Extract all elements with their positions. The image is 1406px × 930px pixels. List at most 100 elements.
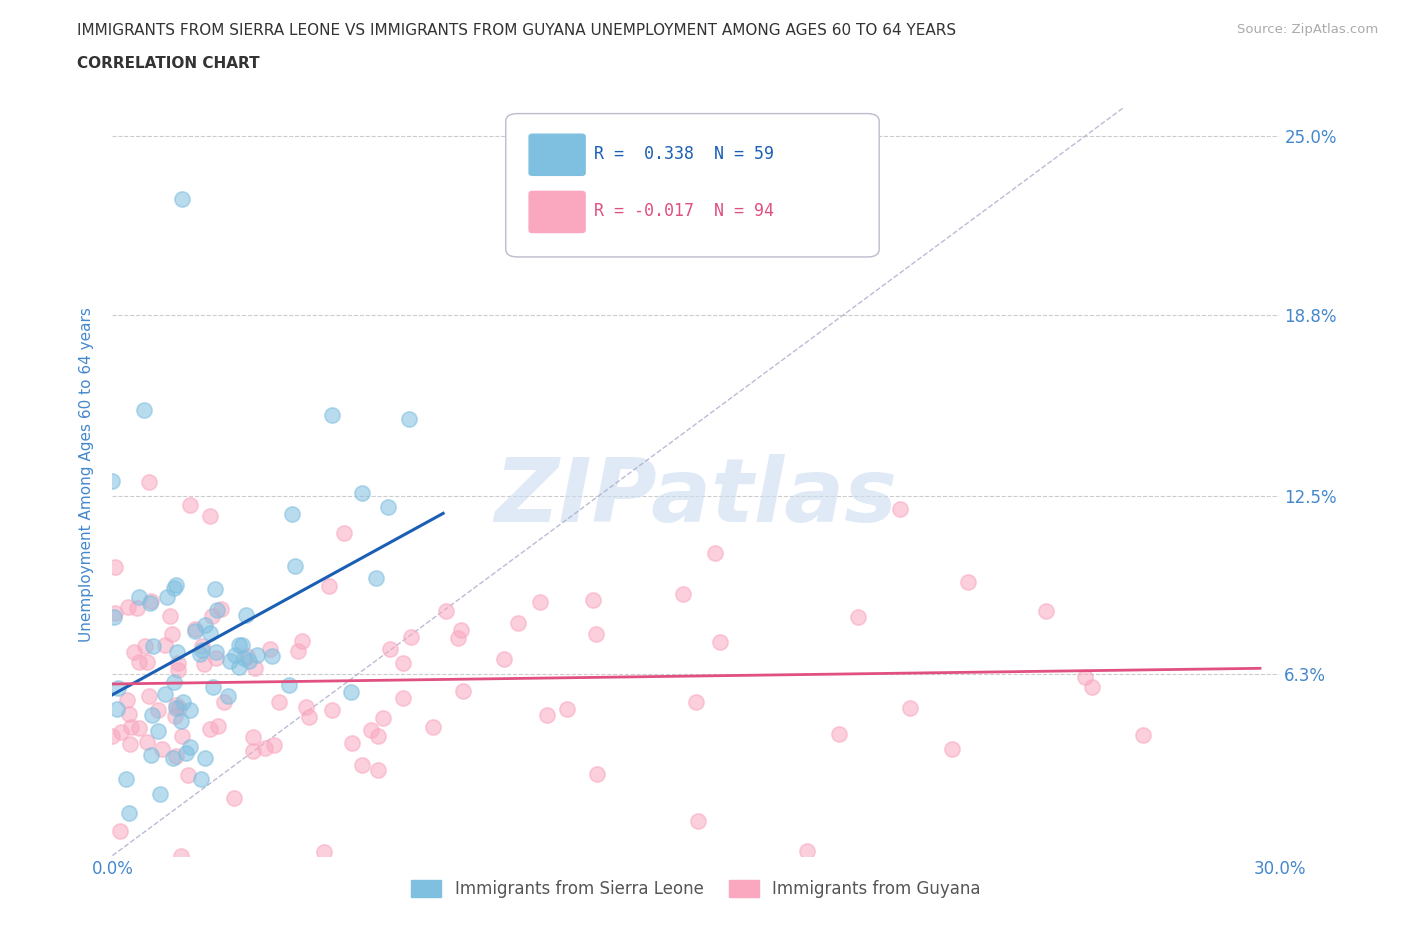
Point — [135, 735, 157, 750]
Point — [138, 474, 160, 489]
Point — [128, 655, 150, 670]
Point — [704, 546, 727, 561]
Y-axis label: Unemployment Among Ages 60 to 64 years: Unemployment Among Ages 60 to 64 years — [79, 307, 94, 642]
Point — [177, 767, 200, 782]
Point — [162, 580, 184, 595]
Point — [204, 581, 226, 596]
Point — [193, 657, 215, 671]
Point — [340, 736, 363, 751]
Point — [198, 722, 221, 737]
Point — [508, 616, 530, 631]
Point — [134, 639, 156, 654]
Point — [295, 699, 318, 714]
Point — [298, 710, 321, 724]
Point — [392, 690, 415, 705]
Point — [889, 501, 911, 516]
Point — [169, 848, 191, 863]
Point — [136, 655, 159, 670]
Point — [318, 579, 340, 594]
Point — [260, 649, 283, 664]
Point — [434, 604, 457, 618]
Point — [132, 402, 155, 417]
FancyBboxPatch shape — [529, 134, 585, 176]
Point — [685, 694, 707, 709]
Point — [205, 650, 228, 665]
Point — [167, 700, 190, 715]
Point — [267, 695, 290, 710]
Point — [1074, 670, 1097, 684]
Point — [128, 590, 150, 604]
Point — [259, 642, 281, 657]
Point — [900, 700, 922, 715]
Point — [228, 638, 250, 653]
Point — [222, 790, 245, 805]
Point — [117, 600, 139, 615]
Point — [212, 695, 235, 710]
Point — [254, 740, 277, 755]
Point — [118, 805, 141, 820]
Point — [366, 571, 388, 586]
Point — [555, 701, 578, 716]
Point — [1080, 679, 1102, 694]
Point — [172, 695, 194, 710]
Point — [170, 713, 193, 728]
Point — [582, 592, 605, 607]
Point — [174, 745, 197, 760]
Point — [235, 607, 257, 622]
Point — [162, 751, 184, 765]
Text: CORRELATION CHART: CORRELATION CHART — [77, 56, 260, 71]
Point — [120, 719, 142, 734]
Point — [103, 610, 125, 625]
Point — [153, 638, 176, 653]
Point — [233, 651, 256, 666]
Point — [110, 725, 132, 740]
Point — [202, 679, 225, 694]
Point — [219, 654, 242, 669]
Point — [586, 766, 609, 781]
Point — [191, 639, 214, 654]
Point — [198, 626, 221, 641]
Point — [1132, 727, 1154, 742]
Point — [184, 623, 207, 638]
Point — [153, 686, 176, 701]
Point — [367, 763, 389, 777]
Point — [281, 507, 304, 522]
Point — [167, 662, 190, 677]
Point — [170, 729, 193, 744]
Point — [672, 587, 695, 602]
Point — [686, 814, 709, 829]
Text: R =  0.338  N = 59: R = 0.338 N = 59 — [595, 145, 775, 163]
Point — [179, 739, 201, 754]
Point — [238, 654, 260, 669]
Point — [291, 634, 314, 649]
Point — [142, 639, 165, 654]
Point — [350, 485, 373, 500]
Point — [101, 474, 124, 489]
Point — [350, 757, 373, 772]
Point — [198, 509, 221, 524]
Point — [149, 787, 172, 802]
Point — [179, 703, 201, 718]
Point — [392, 656, 415, 671]
Point — [148, 724, 170, 738]
Point — [245, 660, 267, 675]
Point — [201, 608, 224, 623]
Point — [235, 648, 257, 663]
Point — [333, 525, 356, 540]
Point — [194, 618, 217, 632]
Point — [165, 698, 187, 712]
Point — [422, 720, 444, 735]
Point — [224, 647, 246, 662]
Point — [104, 605, 127, 620]
Point — [278, 678, 301, 693]
Point — [321, 407, 343, 422]
Point — [367, 728, 389, 743]
Point — [172, 192, 194, 206]
Point — [246, 647, 269, 662]
Point — [120, 737, 142, 751]
Point — [115, 692, 138, 707]
Point — [312, 844, 335, 859]
Point — [447, 631, 470, 645]
Point — [156, 590, 179, 604]
Text: IMMIGRANTS FROM SIERRA LEONE VS IMMIGRANTS FROM GUYANA UNEMPLOYMENT AMONG AGES 6: IMMIGRANTS FROM SIERRA LEONE VS IMMIGRAN… — [77, 23, 956, 38]
